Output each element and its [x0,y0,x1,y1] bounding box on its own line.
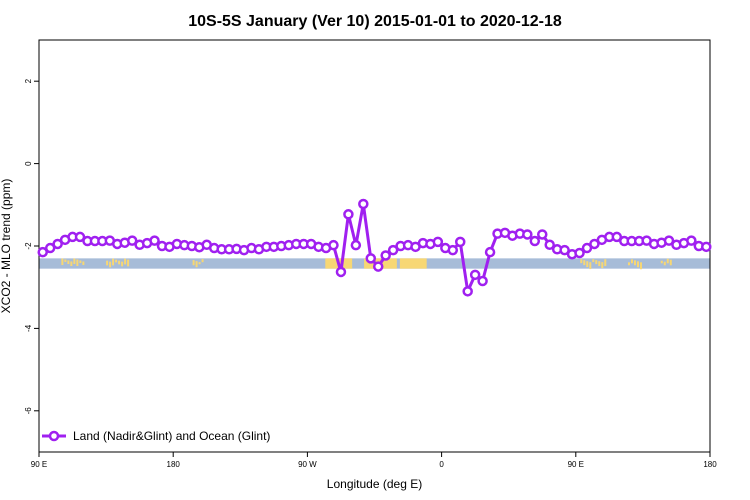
land-texture-mark [589,262,592,270]
data-point [477,275,488,287]
y-tick-label: 0 [24,161,33,166]
y-tick-label: 2 [24,78,33,83]
series-layer [37,198,712,297]
land-texture-mark [627,262,630,266]
data-point [581,242,593,254]
data-point [44,242,56,254]
land-texture-mark [121,261,124,267]
data-point [126,235,138,246]
data-point [462,286,473,297]
legend-series-label: Land (Nadir&Glint) and Ocean (Glint) [73,429,270,443]
data-point [343,209,354,220]
data-point [663,235,675,246]
x-tick-label: 90 E [568,460,584,469]
x-tick-label: 90 E [31,460,47,469]
land-texture-mark [583,260,586,266]
land-texture-mark [112,258,115,266]
data-point [365,253,377,264]
land-texture-mark [127,259,130,267]
x-axis-label: Longitude (deg E) [327,477,422,491]
land-texture-mark [604,259,607,267]
data-point [380,250,391,261]
land-texture-mark [666,258,669,264]
land-texture-mark [76,259,79,267]
land-texture-mark [67,260,70,265]
data-point [454,236,466,248]
land-texture-mark [636,261,639,268]
land-texture-mark [124,258,127,265]
data-point [358,198,369,210]
data-point [537,229,548,240]
y-tick-label: -6 [24,407,33,415]
data-point [574,247,585,259]
data-point [469,269,481,281]
data-point [149,235,160,246]
x-tick-label: 180 [167,460,181,469]
land-texture-mark [82,261,85,266]
land-texture-mark [79,260,82,264]
land-texture-mark [630,259,633,264]
land-texture-mark [580,259,583,264]
land-texture-mark [195,261,198,268]
land-texture-mark [106,260,109,266]
land-texture-mark [660,260,663,264]
data-point [701,241,712,253]
data-point [372,261,384,272]
land-texture-mark [592,259,595,263]
data-point [522,229,533,240]
data-point [484,246,496,258]
data-point [432,236,444,248]
data-point [559,244,570,256]
data-point [52,238,63,250]
y-tick-label: -4 [24,324,33,332]
land-texture-mark [64,259,67,263]
land-texture-mark [601,262,604,269]
land-texture-mark [633,260,636,266]
data-point [328,239,339,251]
data-point [589,238,600,250]
y-axis: 2 0 -2 -4 -6 [24,78,39,414]
data-point [611,231,623,243]
land-texture-mark [73,258,76,265]
land-band-segment [399,258,427,269]
y-tick-label: -2 [24,242,33,250]
land-texture-mark [586,261,589,268]
data-point [447,244,459,256]
land-texture-mark [198,262,201,265]
data-point [350,239,362,251]
land-texture-mark [669,259,672,266]
data-point [686,235,697,246]
land-texture-mark [118,260,121,265]
land-texture-mark [201,259,204,263]
x-axis: 90 E 180 90 W 0 90 E 180 [31,452,717,469]
land-texture-mark [192,260,195,266]
land-texture-mark [109,261,112,268]
data-point [37,246,48,258]
legend: Land (Nadir&Glint) and Ocean (Glint) [42,429,270,443]
x-tick-label: 0 [439,460,444,469]
land-texture-mark [639,262,642,270]
data-point [387,244,399,256]
land-texture-mark [70,261,73,267]
data-point [529,235,541,247]
data-point [335,266,347,278]
data-point [74,231,86,243]
x-tick-label: 90 W [298,460,317,469]
land-texture-mark [595,260,598,265]
x-tick-label: 180 [703,460,717,469]
land-texture-mark [115,259,118,263]
data-point [544,239,555,251]
land-texture-mark [598,261,601,267]
y-axis-label: XCO2 - MLO trend (ppm) [0,179,13,314]
chart-title: 10S-5S January (Ver 10) 2015-01-01 to 20… [188,13,562,30]
land-texture-mark [663,261,666,266]
land-texture-mark [61,258,64,266]
legend-point-marker [48,430,60,442]
